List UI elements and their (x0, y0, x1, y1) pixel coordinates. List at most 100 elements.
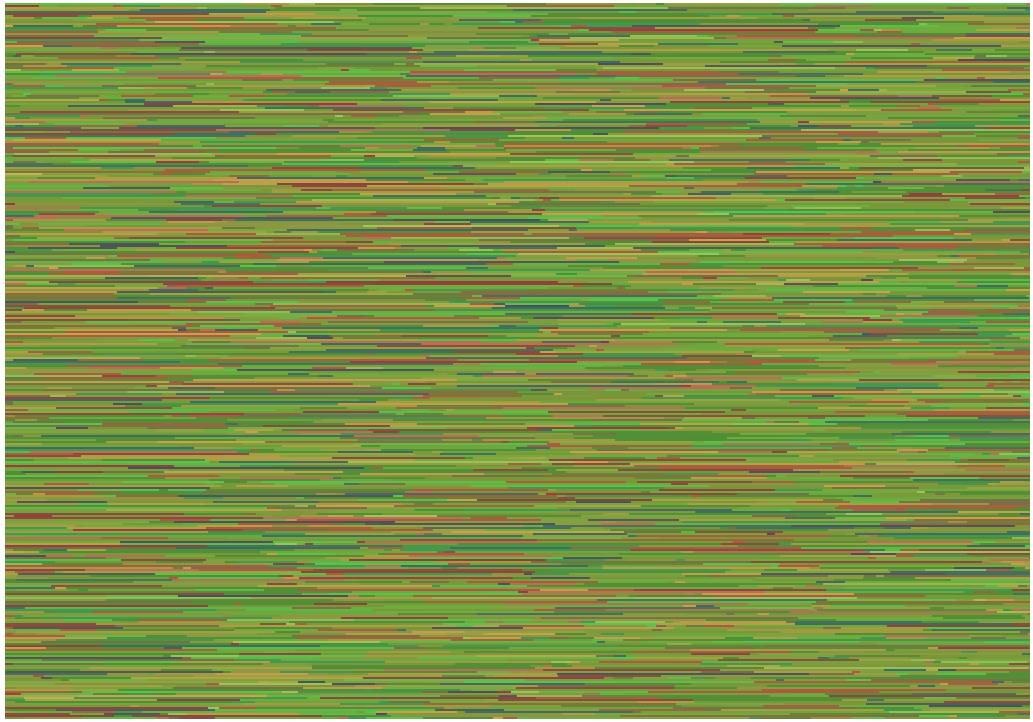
streak (799, 477, 853, 479)
streak (743, 51, 835, 53)
streak (748, 181, 761, 183)
streak (364, 285, 573, 287)
streak (46, 63, 61, 65)
streak (301, 571, 535, 573)
streak (663, 63, 796, 65)
streak (535, 571, 725, 573)
streak (162, 393, 176, 395)
streak (521, 537, 622, 539)
streak (761, 267, 918, 269)
streak (900, 391, 912, 393)
streak (847, 83, 1000, 85)
streak (364, 467, 372, 469)
streak (462, 517, 470, 519)
streak (403, 543, 458, 545)
streak (66, 395, 332, 397)
streak (56, 639, 214, 641)
streak (503, 415, 553, 417)
streak (208, 531, 265, 533)
streak (15, 117, 30, 119)
streak (899, 247, 1030, 249)
streak (245, 431, 258, 433)
streak (1029, 647, 1030, 649)
streak (828, 529, 890, 531)
streak (404, 713, 562, 715)
streak (5, 481, 122, 483)
streak (445, 147, 504, 149)
streak (311, 23, 341, 25)
streak (551, 199, 559, 201)
streak (810, 19, 865, 21)
streak (915, 209, 977, 211)
streak (301, 321, 328, 323)
streak (159, 489, 168, 491)
streak (767, 205, 791, 207)
streak (746, 459, 833, 461)
streak (822, 245, 838, 247)
streak (853, 397, 911, 399)
streak (898, 445, 1030, 447)
streak (24, 697, 74, 699)
streak (5, 473, 26, 475)
streak (943, 617, 1025, 619)
streak (726, 83, 847, 85)
streak (303, 687, 382, 689)
streak (978, 327, 1030, 329)
streak (1010, 375, 1030, 377)
streak (315, 563, 448, 565)
streak (178, 445, 282, 447)
streak (1022, 615, 1030, 617)
streak (58, 267, 179, 269)
streak (429, 23, 444, 25)
streak (595, 621, 665, 623)
streak (549, 33, 568, 35)
streak (639, 223, 804, 225)
streak (5, 15, 13, 17)
streak (659, 97, 722, 99)
streak (224, 317, 279, 319)
streak (64, 85, 102, 87)
streak (215, 387, 382, 389)
streak (1013, 623, 1030, 625)
streak (702, 593, 854, 595)
streak (835, 633, 1020, 635)
streak (415, 459, 549, 461)
streak (5, 335, 129, 337)
streak (371, 213, 542, 215)
streak (581, 169, 592, 171)
streak (384, 605, 622, 607)
streak (888, 117, 1030, 119)
streak (623, 639, 744, 641)
streak (229, 131, 339, 133)
streak (667, 643, 691, 645)
streak (5, 411, 129, 413)
streak (209, 43, 281, 45)
streak (387, 87, 458, 89)
streak (222, 219, 235, 221)
streak (645, 649, 690, 651)
streak (714, 605, 812, 607)
streak (203, 429, 234, 431)
streak (106, 549, 137, 551)
streak (887, 335, 1005, 337)
streak (5, 531, 208, 533)
streak (648, 379, 684, 381)
streak (799, 455, 814, 457)
streak (30, 117, 103, 119)
streak (395, 521, 617, 523)
streak (5, 181, 28, 183)
streak (367, 603, 505, 605)
streak (121, 543, 275, 545)
streak (749, 161, 786, 163)
streak (482, 295, 697, 297)
streak (261, 277, 435, 279)
streak (809, 121, 912, 123)
streak (885, 491, 917, 493)
streak (929, 447, 945, 449)
streak (186, 343, 287, 345)
streak (784, 703, 837, 705)
streak (593, 133, 608, 135)
streak (878, 643, 1030, 645)
streak (85, 321, 260, 323)
streak (234, 627, 332, 629)
